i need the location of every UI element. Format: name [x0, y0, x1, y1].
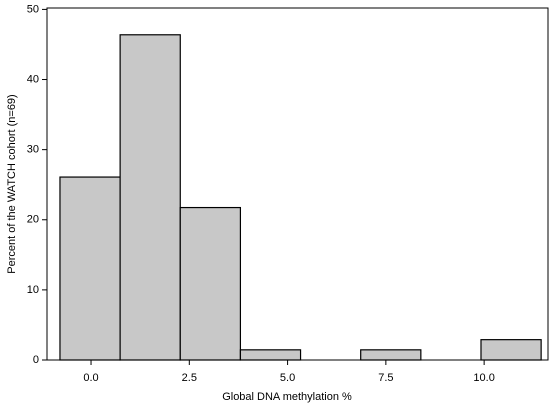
y-axis-label: Percent of the WATCH cohort (n=69) [6, 94, 18, 273]
plot-frame [46, 7, 549, 361]
bar [59, 176, 121, 361]
x-tick-label: 10.0 [473, 372, 494, 384]
x-tick-label: 0.0 [83, 372, 98, 384]
bar [119, 34, 181, 361]
bar [239, 349, 302, 361]
x-tick-label: 7.5 [378, 372, 393, 384]
y-tick-label: 10 [27, 284, 39, 296]
x-tick-label: 5.0 [280, 372, 295, 384]
y-tick-label: 0 [33, 354, 39, 366]
bar [179, 206, 242, 361]
y-tick-label: 50 [27, 3, 39, 15]
x-tick-label: 2.5 [182, 372, 197, 384]
bar [480, 339, 542, 361]
y-tick-label: 40 [27, 73, 39, 85]
bar [360, 349, 422, 361]
y-tick-label: 30 [27, 144, 39, 156]
y-tick-label: 20 [27, 214, 39, 226]
x-axis-label: Global DNA methylation % [222, 391, 352, 403]
